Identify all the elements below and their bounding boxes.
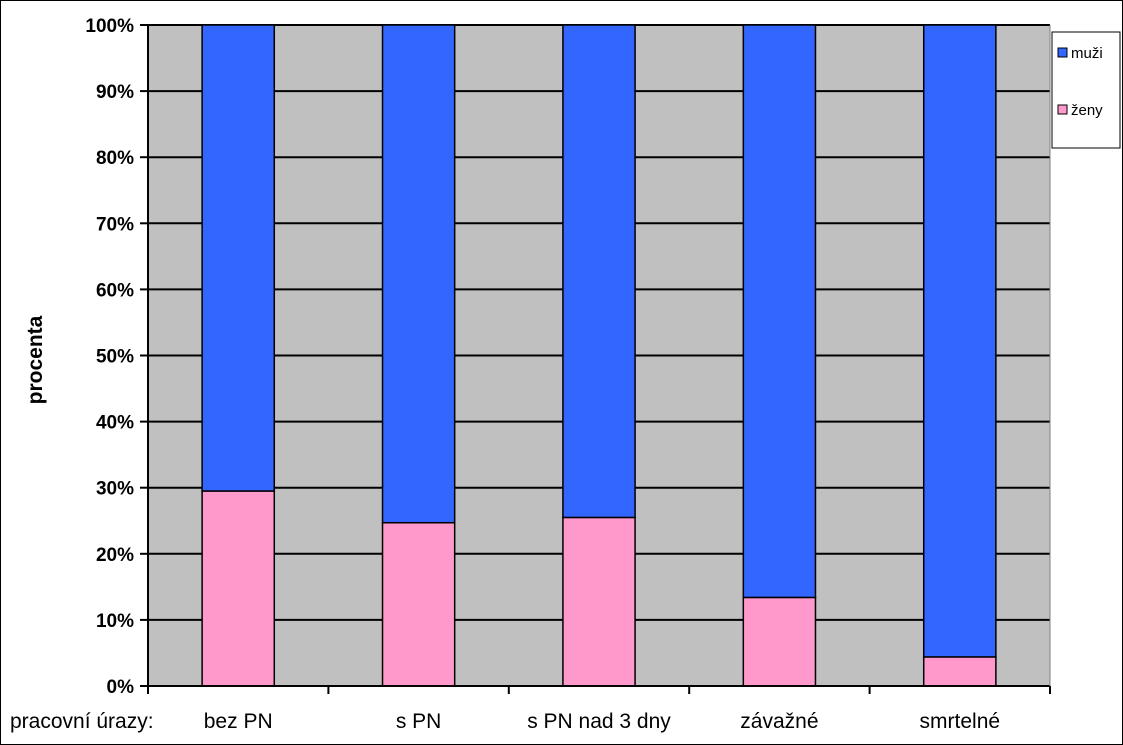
y-tick-label: 50%	[96, 347, 134, 368]
y-tick-label: 100%	[85, 16, 134, 37]
y-tick-label: 70%	[96, 214, 134, 235]
y-tick-label: 30%	[96, 479, 134, 500]
bars	[201, 24, 997, 687]
axes	[140, 24, 1051, 694]
y-tick-label: 80%	[96, 148, 134, 169]
legend-label: muži	[1071, 45, 1103, 62]
bar-segment	[201, 490, 276, 687]
bar-segment	[562, 516, 636, 687]
category-labels: bez PN s PN s PN nad 3 dny závažné smrtelné	[204, 710, 1000, 733]
bar-segment	[742, 596, 817, 687]
y-tick-label: 10%	[96, 611, 134, 632]
x-tick-label: smrtelné	[920, 710, 1001, 733]
x-tick-label: bez PN	[204, 710, 273, 733]
bar-segment	[562, 24, 636, 519]
x-axis-label: pracovní úrazy:	[10, 710, 154, 733]
bar-segment	[201, 24, 276, 492]
legend-swatch	[1057, 104, 1068, 115]
x-tick-label: závažné	[740, 710, 818, 733]
y-tick-label: 90%	[96, 82, 134, 103]
legend: muži ženy	[1051, 31, 1121, 149]
y-tick-label: 20%	[96, 545, 134, 566]
y-tick-label: 40%	[96, 413, 134, 434]
y-tick-label: 60%	[96, 280, 134, 301]
x-tick-label: s PN	[396, 710, 442, 733]
bar-segment	[922, 656, 997, 687]
bar-segment	[922, 24, 997, 658]
y-tick-label: 0%	[107, 677, 135, 698]
legend-swatch	[1057, 47, 1068, 58]
y-tick-labels: 0% 10% 20% 30% 40% 50% 60% 70% 80% 90% 100%	[85, 16, 134, 698]
bar-segment	[381, 521, 456, 687]
legend-label: ženy	[1071, 102, 1103, 119]
bar-segment	[381, 24, 456, 524]
x-tick-label: s PN nad 3 dny	[527, 710, 671, 733]
y-axis-label: procenta	[24, 315, 47, 404]
bar-segment	[742, 24, 817, 599]
